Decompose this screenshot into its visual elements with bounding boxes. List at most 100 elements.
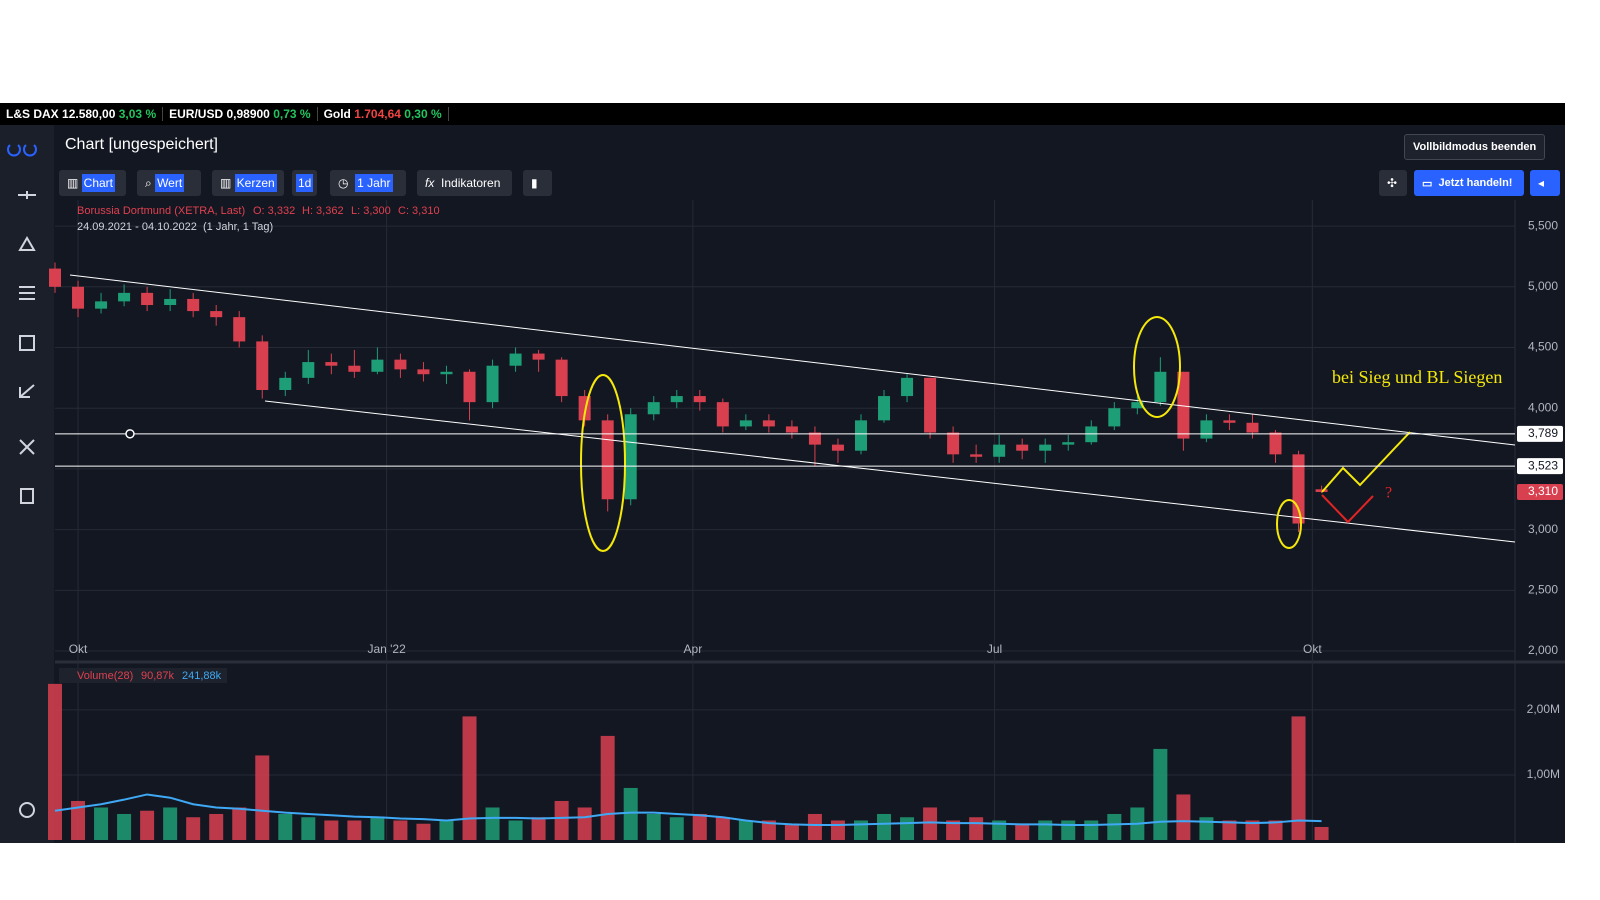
theme-icon[interactable] (19, 802, 35, 818)
candle-body (1269, 432, 1282, 455)
toolbar-button[interactable]: ⌕ Wert (137, 170, 201, 196)
toolbar-button[interactable]: 1d (292, 170, 317, 196)
volume-tick-label: 1,00M (1527, 767, 1560, 781)
candle-body (302, 362, 315, 378)
volume-bar (71, 800, 86, 840)
button-label: Wert (155, 174, 185, 192)
candle-body (325, 362, 338, 366)
volume-bar (900, 817, 915, 840)
x-tick-label: Okt (1303, 642, 1322, 656)
candle-body (72, 286, 85, 309)
candle-body (670, 396, 683, 403)
y-tick-label: 4,000 (1528, 400, 1558, 414)
candle-body (486, 365, 499, 403)
volume-bar (48, 683, 62, 840)
volume-bar (531, 817, 546, 840)
settings-button[interactable]: ✣ (1379, 170, 1407, 196)
volume-legend-value: 241,88k (182, 670, 222, 682)
candle-body (1039, 444, 1052, 451)
volume-bar (715, 817, 730, 840)
volume-bar (416, 823, 431, 840)
volume-bar (600, 735, 615, 840)
candle-body (371, 359, 384, 372)
chart-title: Chart [ungespeichert] (65, 136, 218, 153)
volume-bar (923, 807, 938, 840)
candle-body (440, 371, 453, 375)
candle-body (1292, 454, 1305, 524)
candle-body (1016, 444, 1029, 451)
tool-icon[interactable] (20, 488, 34, 504)
y-tick-label: 3,000 (1528, 522, 1558, 536)
volume-bar (508, 820, 523, 840)
fullscreen-button[interactable]: Vollbildmodus beenden (1404, 134, 1546, 160)
volume-bar (1015, 823, 1030, 840)
candle-body (993, 444, 1006, 457)
candle-body (808, 432, 821, 445)
price-label-bg (1517, 458, 1563, 475)
trade-button[interactable]: ▭ Jetzt handeln! (1414, 170, 1524, 196)
tool-icon[interactable] (18, 236, 36, 251)
candle-body (878, 396, 891, 421)
candle-body (256, 341, 269, 390)
annotation: ? (1385, 485, 1392, 502)
tool-icon[interactable] (18, 191, 36, 199)
candle-body (164, 298, 177, 306)
candle-body (95, 301, 108, 309)
trendline (69, 274, 1516, 446)
volume-bar (877, 813, 892, 840)
ticker-name: L&S DAX (6, 107, 59, 121)
volume-bar (301, 817, 316, 840)
volume-bar (462, 716, 477, 840)
candle-body (693, 396, 706, 403)
ticker-price: 0,98900 (226, 107, 270, 121)
x-tick-label: Okt (69, 642, 88, 656)
legend-value: L: 3,300 (351, 205, 391, 217)
candle-body (647, 402, 660, 415)
candle-body (187, 298, 200, 312)
candle-body (785, 426, 798, 433)
candle-body (1154, 371, 1167, 403)
ticker-item[interactable]: EUR/USD 0,98900 0,73 % (163, 107, 318, 121)
toolbar-button[interactable]: ◷ 1 Jahr (330, 170, 406, 196)
tool-icon[interactable] (19, 439, 35, 455)
volume-bar (485, 807, 500, 840)
ticker-change: 0,30 % (404, 107, 442, 121)
price-label-bg (1517, 425, 1563, 442)
volume-bar (1222, 820, 1237, 840)
bookmark-button[interactable]: ▮ (523, 170, 552, 196)
legend-name: Borussia Dortmund (XETRA, Last) (77, 205, 245, 217)
y-tick-label: 2,000 (1528, 643, 1558, 657)
price-label: 3,789 (1528, 426, 1558, 440)
volume-legend-bg (59, 668, 227, 683)
candle-body (233, 317, 246, 342)
y-tick-label: 4,500 (1528, 340, 1558, 354)
volume-tick-label: 2,00M (1527, 702, 1560, 716)
highlight-ellipse (1133, 316, 1181, 418)
tool-icon[interactable] (19, 335, 35, 351)
tool-icon[interactable] (19, 384, 35, 398)
candle-body (532, 353, 545, 360)
toolbar-button[interactable]: ▥ Chart (59, 170, 126, 196)
candle-body (394, 359, 407, 370)
candle-body (463, 371, 476, 403)
ticker-item[interactable]: L&S DAX 12.580,00 3,03 % (0, 107, 164, 121)
volume-bar (117, 813, 132, 840)
candle-body (831, 444, 844, 451)
volume-legend-name: Volume(28) (77, 670, 133, 682)
toolbar-button[interactable]: fx Indikatoren (417, 170, 512, 196)
ticker-item[interactable]: Gold 1.704,64 0,30 % (318, 107, 449, 121)
tool-icon[interactable] (19, 286, 35, 300)
logo[interactable] (7, 144, 37, 157)
x-tick-label: Jan '22 (367, 642, 406, 656)
volume-bar (324, 820, 339, 840)
y-tick-label: 2,500 (1528, 582, 1558, 596)
volume-bar (830, 820, 845, 840)
volume-bar (623, 787, 638, 840)
collapse-button[interactable]: ◂ (1530, 170, 1560, 196)
button-label: 1 Jahr (355, 174, 393, 192)
x-tick-label: Jul (987, 642, 1002, 656)
candle-body (739, 420, 752, 427)
legend-value: H: 3,362 (302, 205, 344, 217)
toolbar-button[interactable]: ▥ Kerzen (212, 170, 284, 196)
